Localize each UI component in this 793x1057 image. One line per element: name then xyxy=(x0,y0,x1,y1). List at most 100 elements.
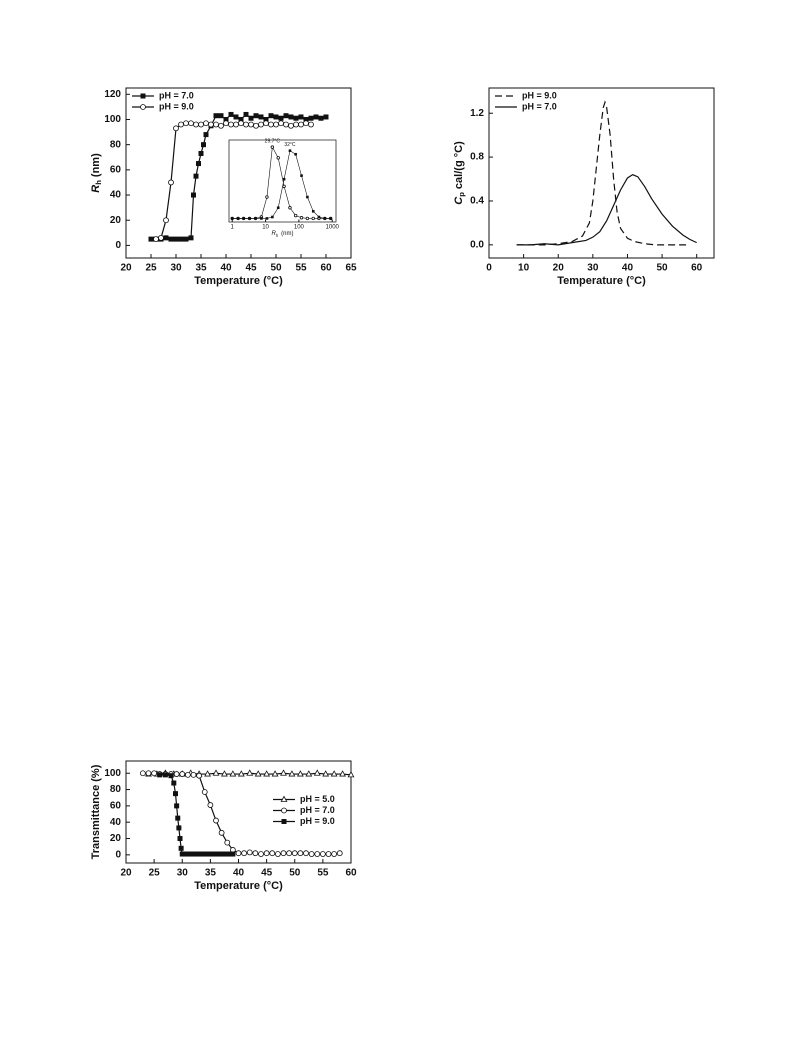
marker xyxy=(212,769,220,776)
marker xyxy=(311,210,315,213)
marker xyxy=(237,770,245,777)
marker xyxy=(270,145,275,149)
x-tick-label: 20 xyxy=(120,263,132,274)
x-tick-label: 25 xyxy=(149,868,161,879)
marker xyxy=(323,114,329,120)
marker xyxy=(306,195,309,199)
marker xyxy=(179,771,186,777)
marker xyxy=(271,770,279,777)
marker xyxy=(229,770,237,777)
marker xyxy=(253,122,259,129)
marker xyxy=(162,772,168,778)
marker xyxy=(288,114,294,120)
marker xyxy=(177,836,183,842)
marker xyxy=(233,121,239,128)
marker xyxy=(182,851,188,857)
marker xyxy=(263,116,269,122)
marker xyxy=(283,113,289,119)
marker xyxy=(202,851,208,857)
marker xyxy=(213,113,219,119)
series-label: 32°C xyxy=(284,142,296,148)
y-tick-label: 100 xyxy=(104,114,121,125)
x-tick-label: 50 xyxy=(657,263,669,274)
x-tick-label: 60 xyxy=(320,263,332,274)
y-axis-title-subscript: h xyxy=(94,180,103,185)
x-tick-label: 30 xyxy=(587,263,599,274)
x-tick-label: 40 xyxy=(622,263,634,274)
marker xyxy=(179,851,185,857)
marker xyxy=(223,116,229,122)
series-line xyxy=(516,173,697,246)
marker xyxy=(238,120,244,127)
marker xyxy=(238,116,244,122)
marker xyxy=(176,825,182,831)
y-axis-title: Cp cal/(g °C) xyxy=(453,141,466,205)
marker xyxy=(193,851,199,857)
x-tick-label: 20 xyxy=(120,868,132,879)
marker xyxy=(258,851,264,857)
chart: 20 25 30 35 40 45 50 55 60 65 0 20 40 60 80 100 120 Tempe… xyxy=(90,87,357,287)
marker xyxy=(305,770,313,777)
x-tick-label: 65 xyxy=(345,263,357,274)
x-tick-label: 1000 xyxy=(326,225,340,231)
plot-frame xyxy=(488,87,715,259)
y-tick-label: 0 xyxy=(115,849,121,860)
plot-frame xyxy=(228,139,337,223)
marker xyxy=(280,850,287,857)
marker xyxy=(198,121,204,128)
marker xyxy=(243,111,249,117)
x-tick-label: 10 xyxy=(518,263,530,274)
x-tick-label: 45 xyxy=(261,868,273,879)
marker xyxy=(201,142,206,148)
marker xyxy=(246,849,253,856)
marker xyxy=(230,217,234,220)
marker xyxy=(248,121,254,128)
marker xyxy=(311,216,315,221)
legend-label: pH = 7.0 xyxy=(159,90,194,100)
y-tick-label: 120 xyxy=(104,89,121,100)
marker xyxy=(221,851,227,857)
marker xyxy=(322,770,330,777)
marker xyxy=(323,217,327,220)
marker xyxy=(213,851,219,857)
marker xyxy=(260,217,263,220)
marker xyxy=(199,851,205,857)
y-axis-title-subscript: p xyxy=(457,192,466,197)
marker xyxy=(258,114,264,120)
x-tick-label: 25 xyxy=(145,263,157,274)
y-tick-label: 40 xyxy=(110,817,122,828)
marker xyxy=(288,206,292,210)
x-tick-label: 10 xyxy=(262,225,269,231)
marker xyxy=(178,236,184,242)
marker xyxy=(303,116,309,122)
chart: 0 10 20 30 40 50 60 0.0 0.4 0.8 1.2 Temperature (°C… xyxy=(453,87,715,287)
marker xyxy=(278,115,284,121)
marker xyxy=(163,235,169,241)
x-axis-title-subscript: h xyxy=(276,233,279,238)
marker xyxy=(173,771,180,777)
y-tick-label: 80 xyxy=(110,784,122,795)
marker xyxy=(303,850,309,857)
marker xyxy=(330,770,338,777)
marker xyxy=(208,121,214,128)
marker xyxy=(230,851,236,857)
marker xyxy=(157,772,163,778)
marker xyxy=(297,850,304,857)
legend-marker xyxy=(281,819,287,824)
marker xyxy=(276,206,280,210)
x-tick-label: 60 xyxy=(345,868,357,879)
marker xyxy=(271,215,274,219)
x-tick-label: 0 xyxy=(486,263,492,274)
marker xyxy=(198,150,204,156)
marker xyxy=(317,215,321,219)
x-tick-label: 55 xyxy=(295,263,307,274)
marker xyxy=(282,177,286,181)
marker xyxy=(218,113,224,119)
marker xyxy=(286,850,293,857)
marker xyxy=(188,235,194,241)
marker xyxy=(294,152,297,156)
x-axis-title: Rh (nm) xyxy=(271,231,293,239)
marker xyxy=(293,115,299,121)
marker xyxy=(173,791,178,797)
